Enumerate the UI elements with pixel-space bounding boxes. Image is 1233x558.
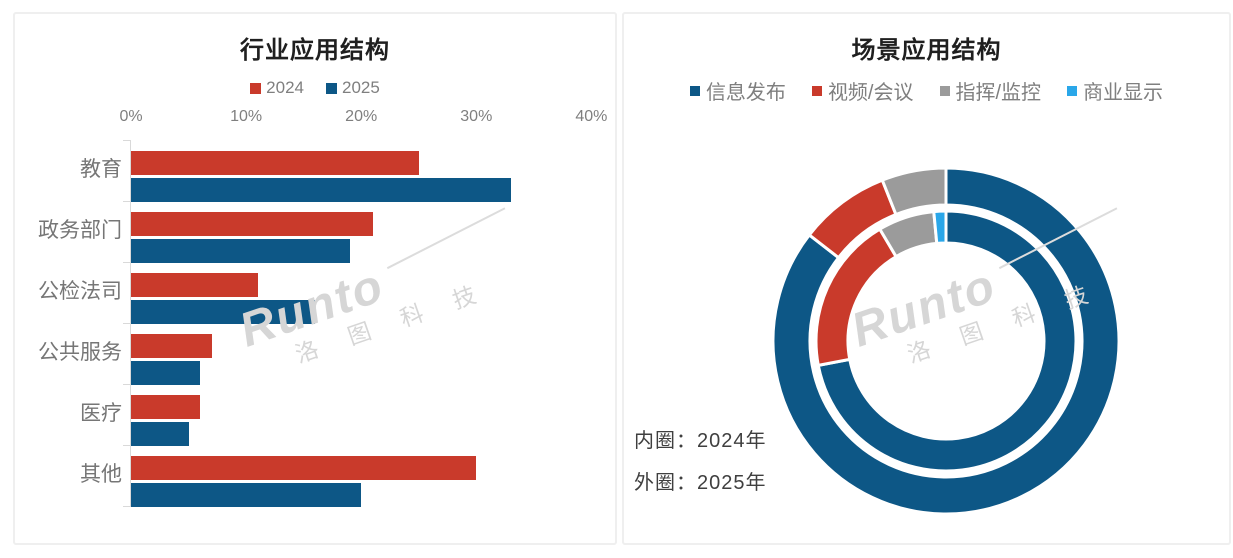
bar-2024-教育 — [131, 151, 419, 175]
category-label-公共服务: 公共服务 — [38, 341, 122, 364]
industry-chart-title: 行业应用结构 — [240, 37, 390, 64]
y-axis-tick — [123, 445, 131, 446]
legend-swatch-2025 — [326, 82, 337, 94]
y-axis-tick — [123, 384, 131, 385]
category-label-医疗: 医疗 — [80, 402, 122, 425]
bar-2025-其他 — [131, 483, 362, 507]
legend-label-2025: 2025 — [342, 78, 380, 97]
y-axis-tick — [123, 323, 131, 324]
donut-segment-2024-商业显示 — [932, 209, 948, 246]
x-axis-tick-label: 20% — [345, 108, 378, 125]
y-axis-tick — [123, 262, 131, 263]
x-axis-tick-label: 40% — [575, 108, 608, 125]
legend-item-command-monitor: 指挥/监控 — [939, 76, 1042, 105]
bar-2025-公共服务 — [131, 361, 201, 385]
outer-ring-note: 外圈：2025年 — [634, 472, 767, 494]
industry-chart-legend: 2024 2025 — [13, 78, 617, 98]
bar-2025-公检法司 — [131, 300, 316, 324]
category-label-其他: 其他 — [80, 463, 122, 486]
legend-swatch-info-display — [689, 85, 700, 96]
x-axis-tick-label: 10% — [230, 108, 263, 125]
legend-item-commercial-display: 商业显示 — [1067, 76, 1163, 105]
x-axis-tick-label: 30% — [460, 108, 493, 125]
bar-2024-医疗 — [131, 395, 201, 419]
legend-swatch-2024 — [250, 82, 262, 94]
legend-label-commercial-display: 商业显示 — [1083, 82, 1164, 104]
legend-item-info-display: 信息发布 — [689, 76, 786, 105]
scene-doughnut-chart — [771, 166, 1121, 516]
scene-chart-title: 场景应用结构 — [851, 37, 1002, 64]
inner-ring-note: 内圈：2024年 — [634, 430, 767, 452]
donut-segment-2025-指挥/监控 — [880, 166, 948, 217]
y-axis-tick — [123, 506, 131, 507]
category-label-政务部门: 政务部门 — [38, 219, 122, 242]
legend-item-video-conference: 视频/会议 — [811, 76, 914, 105]
legend-label-info-display: 信息发布 — [705, 82, 786, 104]
bar-2025-医疗 — [131, 422, 189, 446]
bar-2024-公检法司 — [131, 273, 258, 297]
legend-swatch-commercial-display — [1067, 85, 1078, 96]
category-label-公检法司: 公检法司 — [38, 280, 122, 303]
legend-swatch-command-monitor — [939, 85, 950, 96]
y-axis-tick — [123, 140, 131, 141]
x-axis-tick-label: 0% — [119, 108, 143, 125]
donut-segment-2025-信息发布 — [771, 166, 1121, 516]
scene-chart-legend: 信息发布 视频/会议 指挥/监控 商业显示 — [622, 76, 1231, 105]
legend-item-2024: 2024 — [250, 78, 304, 98]
bar-2024-政务部门 — [131, 212, 373, 236]
donut-segment-2024-信息发布 — [816, 209, 1078, 473]
legend-label-2024: 2024 — [266, 78, 304, 97]
bar-2025-教育 — [131, 178, 511, 202]
legend-label-command-monitor: 指挥/监控 — [955, 82, 1042, 104]
legend-label-video-conference: 视频/会议 — [827, 82, 914, 104]
legend-swatch-video-conference — [811, 85, 822, 96]
legend-item-2025: 2025 — [326, 78, 380, 98]
category-label-教育: 教育 — [80, 158, 122, 181]
bar-2025-政务部门 — [131, 239, 350, 263]
y-axis-tick — [123, 201, 131, 202]
bar-2024-公共服务 — [131, 334, 212, 358]
bar-2024-其他 — [131, 456, 477, 480]
